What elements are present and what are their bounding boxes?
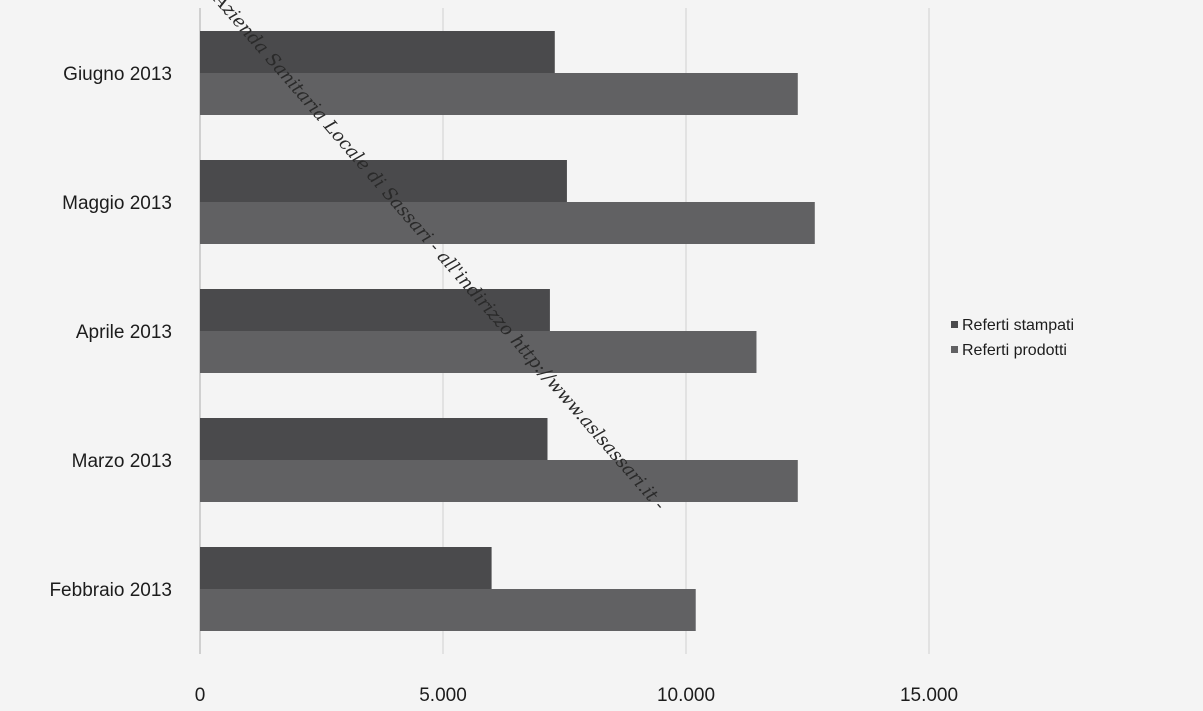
x-tick-label: 0 (195, 685, 206, 706)
category-label: Giugno 2013 (63, 64, 172, 85)
x-tick-label: 15.000 (900, 685, 958, 706)
bars (200, 31, 815, 631)
category-label: Aprile 2013 (76, 322, 172, 343)
bar-prodotti-4 (200, 589, 696, 631)
bar-stampati-1 (200, 160, 567, 202)
x-tick-label: 5.000 (419, 685, 467, 706)
category-labels: Giugno 2013 Maggio 2013 Aprile 2013 Marzo 2… (49, 64, 172, 601)
bar-prodotti-2 (200, 331, 757, 373)
x-axis-ticks: 0 5.000 10.000 15.000 (195, 685, 958, 706)
category-label: Marzo 2013 (72, 451, 172, 472)
bar-prodotti-3 (200, 460, 798, 502)
legend-swatch (951, 346, 958, 353)
bar-stampati-3 (200, 418, 548, 460)
bar-stampati-4 (200, 547, 492, 589)
category-label: Febbraio 2013 (49, 580, 172, 601)
bar-prodotti-1 (200, 202, 815, 244)
bar-stampati-2 (200, 289, 550, 331)
legend: Referti stampati Referti prodotti (951, 317, 1074, 359)
legend-entry: Referti prodotti (962, 342, 1067, 359)
bar-prodotti-0 (200, 73, 798, 115)
category-label: Maggio 2013 (62, 193, 172, 214)
bar-stampati-0 (200, 31, 555, 73)
legend-swatch (951, 321, 958, 328)
legend-entry: Referti stampati (962, 317, 1074, 334)
x-tick-label: 10.000 (657, 685, 715, 706)
